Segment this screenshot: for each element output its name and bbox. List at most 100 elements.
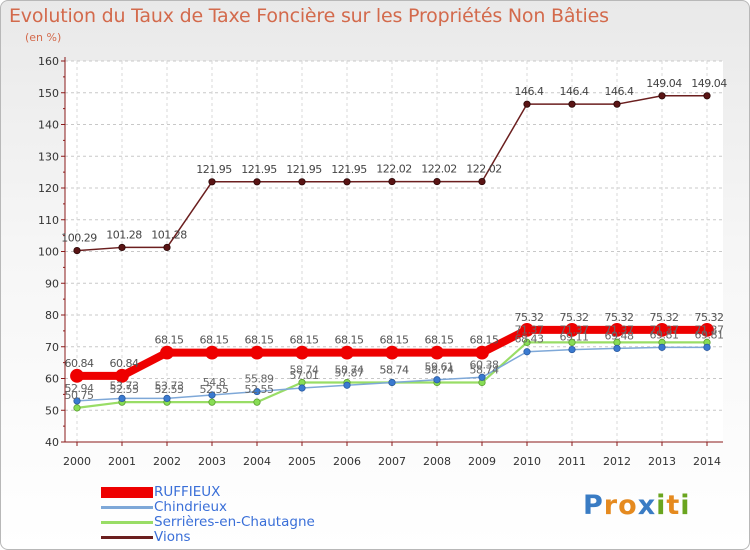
legend-item-ruffieux: RUFFIEUX bbox=[101, 485, 315, 500]
data-point-vions-2003 bbox=[208, 178, 216, 186]
data-label-chindrieux-2014: 69.81 bbox=[695, 328, 724, 341]
data-point-chindrieux-2002 bbox=[163, 394, 171, 403]
data-point-chindrieux-2000 bbox=[73, 397, 81, 405]
legend-label-serrieres: Serrières-en-Chautagne bbox=[154, 514, 315, 530]
chart-title: Evolution du Taux de Taxe Foncière sur l… bbox=[9, 5, 609, 27]
data-point-vions-2009 bbox=[478, 177, 486, 186]
data-point-ruffieux-2007 bbox=[385, 345, 399, 360]
data-label-serrieres-en-chautagne-2005: 58.74 bbox=[290, 364, 319, 377]
data-point-ruffieux-2002 bbox=[160, 345, 174, 360]
y-tick-label-160: 160 bbox=[38, 55, 59, 68]
data-point-vions-2007 bbox=[388, 177, 396, 186]
x-tick-label-2013: 2013 bbox=[648, 455, 676, 468]
legend-swatch-vions bbox=[101, 536, 153, 539]
data-point-ruffieux-2012 bbox=[610, 322, 624, 337]
y-tick-label-140: 140 bbox=[38, 119, 59, 132]
data-label-vions-2006: 121.95 bbox=[331, 163, 367, 176]
data-label-serrieres-en-chautagne-2012: 71.37 bbox=[605, 323, 634, 336]
x-tick-label-2008: 2008 bbox=[423, 455, 451, 468]
legend-swatch-ruffieux bbox=[101, 487, 153, 498]
data-label-serrieres-en-chautagne-2000: 50.75 bbox=[65, 389, 94, 402]
data-point-serrieres-en-chautagne-2003 bbox=[208, 398, 216, 406]
data-point-ruffieux-2014 bbox=[700, 322, 714, 337]
x-tick-label-2006: 2006 bbox=[333, 455, 361, 468]
legend-swatch-serrieres bbox=[101, 521, 153, 524]
data-label-serrieres-en-chautagne-2008: 58.74 bbox=[425, 364, 454, 377]
data-label-serrieres-en-chautagne-2004: 52.55 bbox=[245, 383, 274, 396]
x-tick-label-2003: 2003 bbox=[198, 455, 226, 468]
data-label-chindrieux-2005: 57.01 bbox=[290, 369, 319, 382]
data-label-vions-2014: 149.04 bbox=[691, 77, 727, 90]
data-label-serrieres-en-chautagne-2007: 58.74 bbox=[380, 364, 409, 377]
data-label-ruffieux-2001: 60.84 bbox=[110, 357, 139, 370]
data-point-ruffieux-2004 bbox=[250, 345, 264, 360]
y-tick-label-110: 110 bbox=[38, 214, 59, 227]
y-tick-label-100: 100 bbox=[38, 246, 59, 259]
legend-label-chindrieux: Chindrieux bbox=[154, 499, 228, 515]
data-point-chindrieux-2013 bbox=[658, 343, 666, 351]
data-point-chindrieux-2004 bbox=[253, 387, 261, 396]
data-point-vions-2006 bbox=[343, 178, 351, 186]
legend-label-vions: Vions bbox=[154, 529, 191, 545]
data-label-chindrieux-2013: 69.81 bbox=[650, 328, 679, 341]
data-label-serrieres-en-chautagne-2014: 71.37 bbox=[695, 323, 724, 336]
x-tick-label-2005: 2005 bbox=[288, 455, 316, 468]
data-label-vions-2004: 121.95 bbox=[241, 163, 277, 176]
data-label-vions-2010: 146.4 bbox=[515, 85, 544, 98]
data-point-ruffieux-2008 bbox=[430, 345, 444, 360]
data-label-chindrieux-2012: 69.48 bbox=[605, 329, 634, 342]
data-label-chindrieux-2006: 57.87 bbox=[335, 366, 364, 379]
x-tick-label-2009: 2009 bbox=[468, 455, 496, 468]
data-point-chindrieux-2008 bbox=[433, 376, 441, 384]
chart-subtitle: (en %) bbox=[25, 31, 62, 44]
data-point-vions-2002 bbox=[163, 243, 171, 252]
data-point-ruffieux-2006 bbox=[340, 345, 354, 360]
data-label-vions-2000: 100.29 bbox=[61, 232, 97, 245]
data-point-vions-2011 bbox=[568, 100, 576, 108]
data-label-chindrieux-2002: 53.73 bbox=[155, 379, 184, 392]
data-point-chindrieux-2014 bbox=[703, 343, 711, 351]
data-label-ruffieux-2013: 75.32 bbox=[650, 311, 679, 324]
data-label-ruffieux-2007: 68.15 bbox=[380, 334, 409, 347]
data-point-serrieres-en-chautagne-2011 bbox=[568, 338, 576, 347]
x-tick-label-2000: 2000 bbox=[63, 455, 91, 468]
data-point-ruffieux-2011 bbox=[565, 322, 579, 337]
x-tick-label-2012: 2012 bbox=[603, 455, 631, 468]
data-point-vions-2008 bbox=[433, 177, 441, 186]
data-point-vions-2013 bbox=[658, 92, 666, 100]
x-tick-label-2011: 2011 bbox=[558, 455, 586, 468]
y-tick-label-70: 70 bbox=[45, 341, 59, 354]
data-label-chindrieux-2008: 59.61 bbox=[425, 361, 454, 374]
y-tick-label-40: 40 bbox=[45, 436, 59, 449]
data-label-vions-2013: 149.04 bbox=[646, 77, 682, 90]
data-label-ruffieux-2009: 68.15 bbox=[470, 334, 499, 347]
legend-item-serrieres: Serrières-en-Chautagne bbox=[101, 515, 315, 530]
data-label-ruffieux-2006: 68.15 bbox=[335, 334, 364, 347]
legend-item-chindrieux: Chindrieux bbox=[101, 500, 315, 515]
y-tick-label-60: 60 bbox=[45, 373, 59, 386]
legend-label-ruffieux: RUFFIEUX bbox=[154, 484, 221, 500]
data-label-serrieres-en-chautagne-2011: 71.37 bbox=[560, 323, 589, 336]
data-point-ruffieux-2000 bbox=[70, 368, 84, 383]
data-label-ruffieux-2008: 68.15 bbox=[425, 334, 454, 347]
data-label-ruffieux-2003: 68.15 bbox=[200, 334, 229, 347]
data-label-serrieres-en-chautagne-2003: 52.55 bbox=[200, 383, 229, 396]
data-label-ruffieux-2000: 60.84 bbox=[65, 357, 94, 370]
y-tick-label-120: 120 bbox=[38, 182, 59, 195]
data-label-vions-2002: 101.28 bbox=[151, 228, 187, 241]
data-point-chindrieux-2006 bbox=[343, 381, 351, 389]
data-label-vions-2011: 146.4 bbox=[560, 85, 589, 98]
data-point-chindrieux-2001 bbox=[118, 394, 126, 403]
data-point-vions-2012 bbox=[613, 100, 621, 108]
data-label-serrieres-en-chautagne-2002: 52.55 bbox=[155, 383, 184, 396]
data-label-vions-2003: 121.95 bbox=[196, 163, 232, 176]
data-point-chindrieux-2005 bbox=[298, 384, 306, 392]
data-point-serrieres-en-chautagne-2004 bbox=[253, 398, 261, 406]
data-point-chindrieux-2009 bbox=[478, 373, 486, 381]
data-point-chindrieux-2007 bbox=[388, 378, 396, 387]
data-point-ruffieux-2005 bbox=[295, 345, 309, 360]
data-label-vions-2008: 122.02 bbox=[421, 163, 457, 176]
data-point-chindrieux-2003 bbox=[208, 391, 216, 399]
data-point-vions-2004 bbox=[253, 178, 261, 186]
